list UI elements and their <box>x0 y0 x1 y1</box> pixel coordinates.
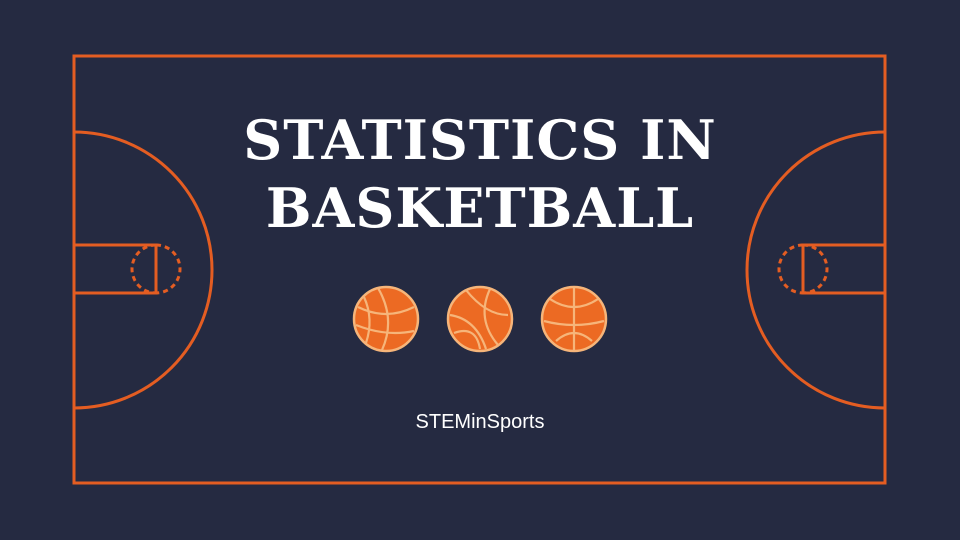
slide-title: STATISTICS IN BASKETBALL <box>0 106 960 242</box>
right-key <box>801 243 887 295</box>
slide-subtitle: STEMinSports <box>415 411 545 433</box>
left-key <box>72 243 158 295</box>
left-three-point-arc <box>73 130 214 410</box>
basketball-icon <box>540 285 608 353</box>
title-line-1: STATISTICS IN <box>243 108 717 172</box>
basketball-row <box>0 285 960 355</box>
basketball-icon <box>446 285 514 353</box>
basketball-icon <box>352 285 420 353</box>
left-free-throw-circle-inner <box>130 243 157 295</box>
title-line-2: BASKETBALL <box>265 176 695 240</box>
right-three-point-arc <box>745 130 886 410</box>
left-free-throw-circle <box>155 243 182 295</box>
right-free-throw-circle-inner <box>802 243 829 295</box>
right-free-throw-circle <box>777 243 804 295</box>
